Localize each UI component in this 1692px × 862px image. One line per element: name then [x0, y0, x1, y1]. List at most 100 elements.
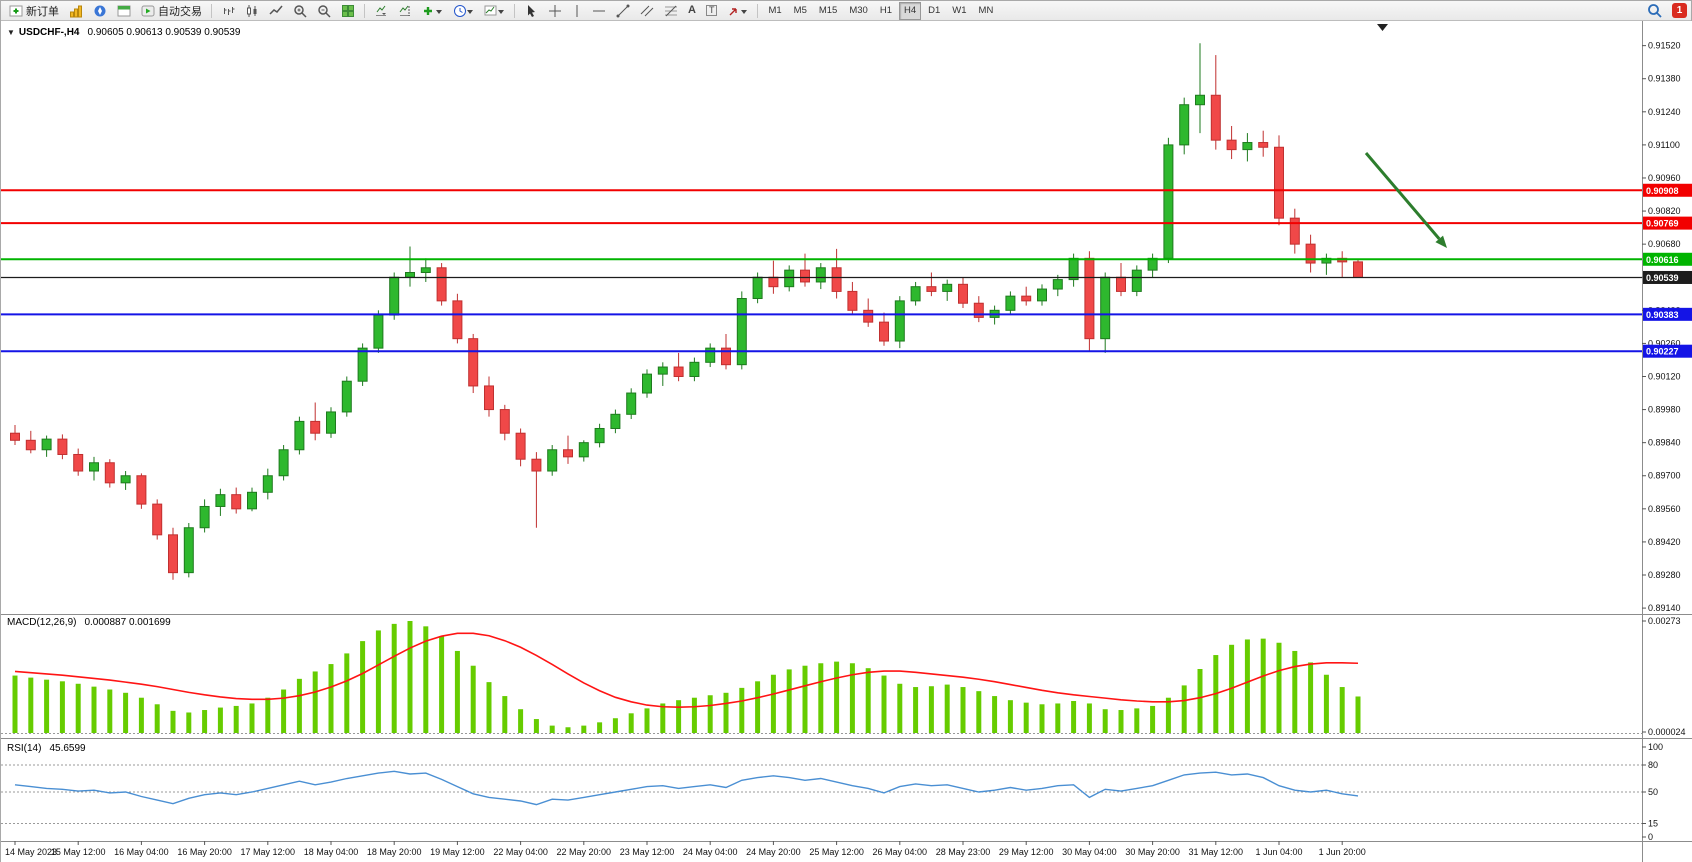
navigator-button[interactable]: [89, 2, 111, 20]
timeframe-m1-button[interactable]: M1: [763, 2, 786, 20]
vertical-line-button[interactable]: [568, 2, 586, 20]
svg-text:0.90227: 0.90227: [1646, 347, 1679, 357]
macd-bar: [59, 681, 65, 733]
zoom-in-button[interactable]: [289, 2, 311, 20]
search-button[interactable]: [1643, 2, 1666, 20]
macd-bar: [581, 725, 587, 733]
macd-bar: [75, 683, 81, 733]
chart-workspace[interactable]: 0.91520 0.91380 0.91240 0.91100 0.90960 0.908…: [1, 21, 1692, 862]
timeframe-m5-button[interactable]: M5: [789, 2, 812, 20]
trend-arrow-annotation[interactable]: [1364, 152, 1447, 248]
candle: [294, 420, 305, 451]
candle: [278, 449, 289, 477]
chart-shift-marker[interactable]: [1377, 24, 1388, 31]
notification-badge[interactable]: 1: [1672, 3, 1687, 18]
text-button[interactable]: A: [684, 2, 700, 20]
macd-bar: [107, 689, 113, 733]
candle: [357, 347, 368, 382]
timeframe-m15-button[interactable]: M15: [814, 2, 842, 20]
macd-bar: [454, 650, 460, 733]
candle: [1021, 295, 1032, 302]
toolbar: 新订单 自动交易: [1, 1, 1691, 21]
macd-bar: [1150, 705, 1156, 733]
search-icon: [1647, 3, 1662, 18]
rsi-scale-label: 50: [1648, 787, 1658, 797]
price-tick-label: 0.89700: [1648, 471, 1681, 481]
price-scale[interactable]: 0.91520 0.91380 0.91240 0.91100 0.90960 0.908…: [1642, 41, 1686, 842]
timeframe-mn-button[interactable]: MN: [974, 2, 999, 20]
candle: [1258, 142, 1269, 148]
fibonacci-button[interactable]: [660, 2, 682, 20]
macd-label: MACD(12,26,9): [7, 617, 77, 628]
timeframe-h4-button[interactable]: H4: [898, 1, 922, 20]
macd-bar: [723, 692, 729, 733]
channel-button[interactable]: [636, 2, 658, 20]
new-order-button[interactable]: 新订单: [5, 2, 63, 20]
timeframe-m30-button[interactable]: M30: [844, 2, 872, 20]
tile-windows-button[interactable]: [337, 2, 359, 20]
svg-text:0.90383: 0.90383: [1646, 310, 1679, 320]
line-chart-button[interactable]: [265, 2, 287, 20]
zoom-out-button[interactable]: [313, 2, 335, 20]
candle: [247, 491, 257, 510]
time-axis-label: 30 May 20:00: [1125, 847, 1180, 857]
candle: [547, 449, 558, 472]
price-lines-layer[interactable]: [1, 189, 1642, 353]
time-axis-label: 24 May 20:00: [746, 847, 801, 857]
zoom-out-icon: [317, 4, 331, 18]
price-tag: 0.90383: [1643, 307, 1692, 321]
macd-bar: [249, 703, 255, 733]
chart-shift-button[interactable]: [394, 2, 416, 20]
candle: [626, 392, 637, 415]
horizontal-line-button[interactable]: [588, 2, 610, 20]
periods-button[interactable]: [449, 2, 478, 20]
candle: [958, 283, 968, 304]
auto-scroll-button[interactable]: [370, 2, 392, 20]
macd-bar: [154, 704, 160, 733]
toolbar-separator: [514, 3, 515, 18]
macd-bar: [1118, 710, 1124, 733]
candle: [689, 361, 700, 377]
indicators-button[interactable]: [418, 2, 447, 20]
macd-bar: [12, 675, 18, 733]
macd-bar: [739, 687, 745, 733]
time-axis-label: 18 May 04:00: [304, 847, 359, 857]
arrows-button[interactable]: [723, 2, 752, 20]
candles-layer[interactable]: [10, 43, 1363, 580]
macd-bar: [1134, 708, 1140, 733]
cursor-button[interactable]: [520, 2, 542, 20]
timeframe-d1-button[interactable]: D1: [923, 2, 945, 20]
macd-bar: [1355, 696, 1361, 733]
candle: [215, 494, 226, 507]
macd-bar: [565, 727, 571, 733]
autotrading-button[interactable]: 自动交易: [137, 2, 206, 20]
macd-bar: [1323, 674, 1329, 733]
clock-icon: [453, 4, 474, 18]
candle: [405, 272, 415, 278]
autotrading-play-icon: [141, 4, 155, 18]
candle: [231, 494, 242, 510]
timeframe-h1-button[interactable]: H1: [875, 2, 897, 20]
crosshair-button[interactable]: [544, 2, 566, 20]
macd-bar: [233, 705, 239, 733]
templates-button[interactable]: [480, 2, 509, 20]
macd-bar: [849, 663, 855, 733]
fibonacci-icon: [664, 4, 678, 18]
chart-plot[interactable]: 0.91520 0.91380 0.91240 0.91100 0.90960 0.908…: [1, 21, 1692, 862]
time-axis-label: 28 May 23:00: [936, 847, 991, 857]
candle: [926, 286, 937, 292]
terminal-button[interactable]: [113, 2, 135, 20]
candlestick-chart-button[interactable]: [241, 2, 263, 20]
macd-bar: [186, 712, 192, 733]
time-axis-label: 24 May 04:00: [683, 847, 738, 857]
macd-bar: [391, 623, 397, 733]
text-label-button[interactable]: T: [702, 2, 722, 20]
macd-bar: [1071, 701, 1077, 733]
market-watch-button[interactable]: [65, 2, 87, 20]
timeframe-w1-button[interactable]: W1: [947, 2, 971, 20]
bar-chart-button[interactable]: [217, 2, 239, 20]
trendline-button[interactable]: [612, 2, 634, 20]
collapse-triangle-icon[interactable]: ▼: [7, 28, 15, 37]
macd-bar: [676, 700, 682, 733]
